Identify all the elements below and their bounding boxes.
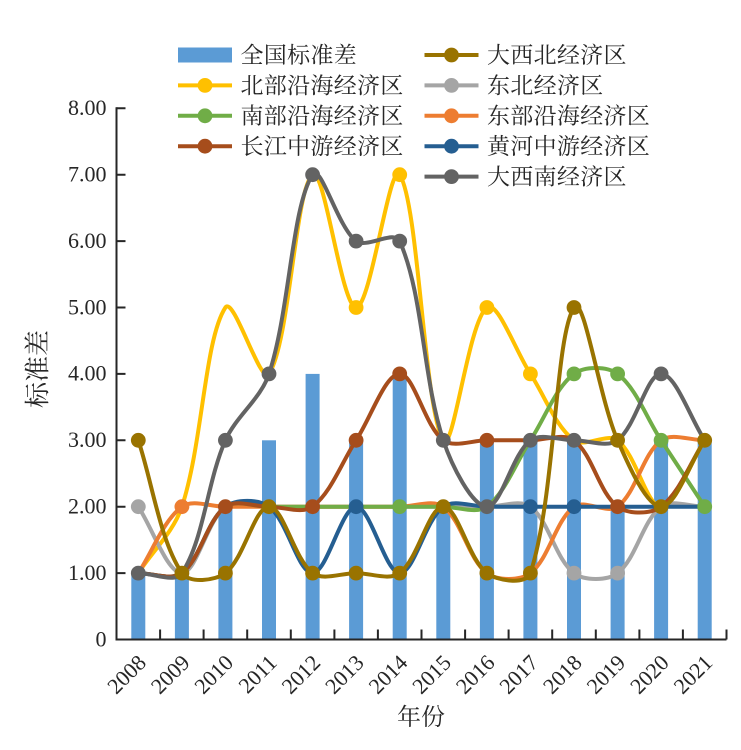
svg-text:6.00: 6.00 [68,228,107,253]
svg-text:1.00: 1.00 [68,560,107,585]
svg-text:8.00: 8.00 [68,95,107,120]
svg-text:0: 0 [96,626,107,651]
svg-text:2.00: 2.00 [68,494,107,519]
svg-text:3.00: 3.00 [68,427,107,452]
svg-text:7.00: 7.00 [68,162,107,187]
svg-text:4.00: 4.00 [68,361,107,386]
svg-text:5.00: 5.00 [68,294,107,319]
